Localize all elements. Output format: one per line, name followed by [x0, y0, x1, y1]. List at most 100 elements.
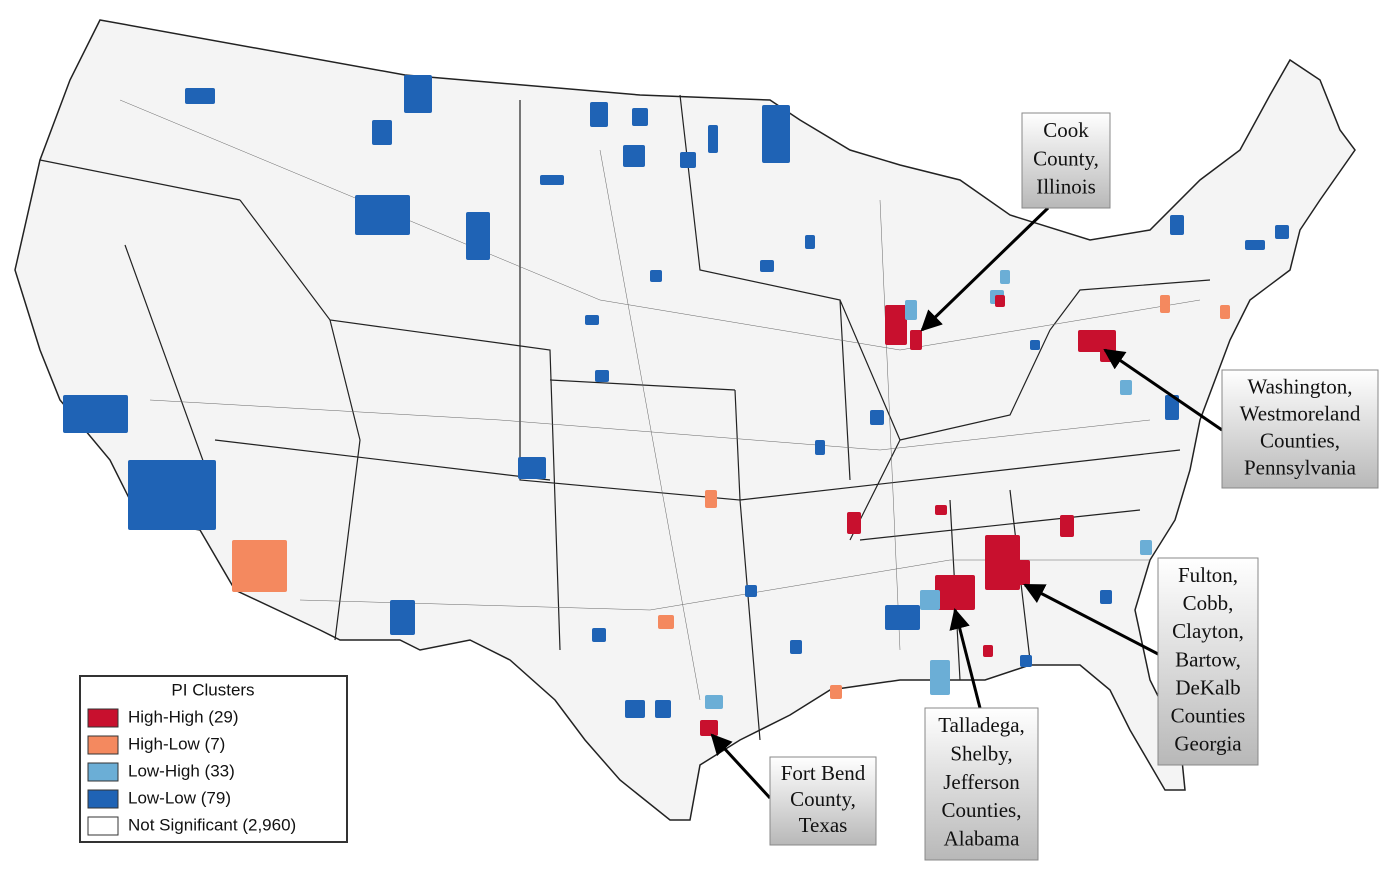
- cluster-region: [1030, 340, 1040, 350]
- legend-swatch: [87, 708, 119, 728]
- cluster-region: [540, 175, 564, 185]
- callout-line: Fulton,: [1178, 563, 1238, 587]
- callout-line: Counties: [1171, 704, 1246, 728]
- legend-label: High-High (29): [128, 707, 239, 726]
- cluster-region: [655, 700, 671, 718]
- cluster-region: [185, 88, 215, 104]
- legend-label: Low-High (33): [128, 761, 235, 780]
- callout-box: [1221, 369, 1379, 489]
- legend-swatch: [87, 789, 119, 809]
- legend-label: Not Significant (2,960): [128, 815, 296, 834]
- callout: Washington, Westmoreland Counties, Pennsylv…: [1221, 369, 1379, 489]
- callout-line: Jefferson: [943, 770, 1020, 794]
- cluster-region: [705, 695, 723, 709]
- legend-box: [79, 675, 348, 843]
- cluster-region: [910, 330, 922, 350]
- cluster-region: [985, 560, 1030, 585]
- cluster-region: [623, 145, 645, 167]
- callout-line: Alabama: [944, 827, 1020, 851]
- cluster-regions: [63, 75, 1289, 736]
- legend: PI Clusters High-High (29) High-Low (7) Lo…: [79, 675, 348, 843]
- callout: Fulton, Cobb, Clayton, Bartow, DeKalb Countie…: [1157, 557, 1259, 766]
- cluster-region: [1165, 395, 1179, 420]
- legend-title: PI Clusters: [171, 680, 254, 699]
- cluster-region: [935, 505, 947, 515]
- cluster-region: [128, 460, 216, 530]
- cluster-region: [830, 685, 842, 699]
- cluster-region: [805, 235, 815, 249]
- callout-box: [1021, 112, 1111, 209]
- callout-line: Washington,: [1247, 374, 1352, 398]
- cluster-region: [650, 270, 662, 282]
- callout-line: Georgia: [1174, 732, 1242, 756]
- callout-line: Illinois: [1036, 175, 1096, 199]
- cluster-region: [762, 105, 790, 163]
- cluster-region: [847, 512, 861, 534]
- cluster-region: [983, 645, 993, 657]
- cluster-region: [1220, 305, 1230, 319]
- cluster-region: [466, 212, 490, 260]
- callout-line: Clayton,: [1172, 619, 1244, 643]
- cluster-region: [790, 640, 802, 654]
- cluster-region: [1078, 330, 1116, 352]
- cluster-region: [935, 575, 975, 610]
- cluster-region: [1245, 240, 1265, 250]
- cluster-region: [1060, 515, 1074, 537]
- cluster-region: [1170, 215, 1184, 235]
- cluster-region: [708, 125, 718, 153]
- cluster-region: [885, 605, 920, 630]
- legend-label: High-Low (7): [128, 734, 225, 753]
- cluster-region: [595, 370, 609, 382]
- legend-label: Low-Low (79): [128, 788, 231, 807]
- cluster-region: [920, 590, 940, 610]
- cluster-region: [1120, 380, 1132, 395]
- cluster-region: [1140, 540, 1152, 555]
- cluster-region: [355, 195, 410, 235]
- callout-arrows: [710, 206, 1223, 800]
- cluster-region: [1100, 590, 1112, 604]
- cluster-region: [885, 305, 907, 345]
- callout-line: Texas: [799, 813, 848, 837]
- cluster-region: [592, 628, 606, 642]
- callout-line: Westmoreland: [1240, 401, 1361, 425]
- callout-line: Talladega,: [938, 713, 1025, 737]
- cluster-region: [390, 600, 415, 635]
- cluster-region: [63, 395, 128, 433]
- callout-line: Fort Bend: [781, 761, 866, 785]
- cluster-region: [705, 490, 717, 508]
- cluster-region: [1160, 295, 1170, 313]
- cluster-region: [372, 120, 392, 145]
- cluster-region: [1000, 270, 1010, 284]
- callout-line: Cook: [1043, 118, 1089, 142]
- cluster-region: [700, 720, 718, 736]
- cluster-region: [585, 315, 599, 325]
- cluster-region: [870, 410, 884, 425]
- cluster-region: [745, 585, 757, 597]
- callout-line: County,: [1033, 146, 1099, 170]
- cluster-region: [995, 295, 1005, 307]
- cluster-region: [632, 108, 648, 126]
- cluster-region: [658, 615, 674, 629]
- cluster-region: [815, 440, 825, 455]
- cluster-region: [518, 457, 546, 479]
- callout-line: Counties,: [942, 798, 1022, 822]
- callout-line: Counties,: [1260, 428, 1340, 452]
- cluster-region: [1275, 225, 1289, 239]
- cluster-region: [680, 152, 696, 168]
- cluster-region: [930, 660, 950, 695]
- legend-swatch: [87, 735, 119, 755]
- us-outline: [14, 19, 1356, 821]
- cluster-region: [905, 300, 917, 320]
- cluster-region: [760, 260, 774, 272]
- callout-line: DeKalb: [1175, 675, 1240, 699]
- callout-line: Pennsylvania: [1244, 455, 1357, 479]
- legend-swatch: [87, 762, 119, 782]
- callout-line: Shelby,: [950, 741, 1012, 765]
- callout-line: Bartow,: [1175, 647, 1241, 671]
- callout-box: [1157, 557, 1259, 766]
- cluster-region: [1020, 655, 1032, 667]
- cluster-region: [625, 700, 645, 718]
- callout-box: [769, 756, 877, 846]
